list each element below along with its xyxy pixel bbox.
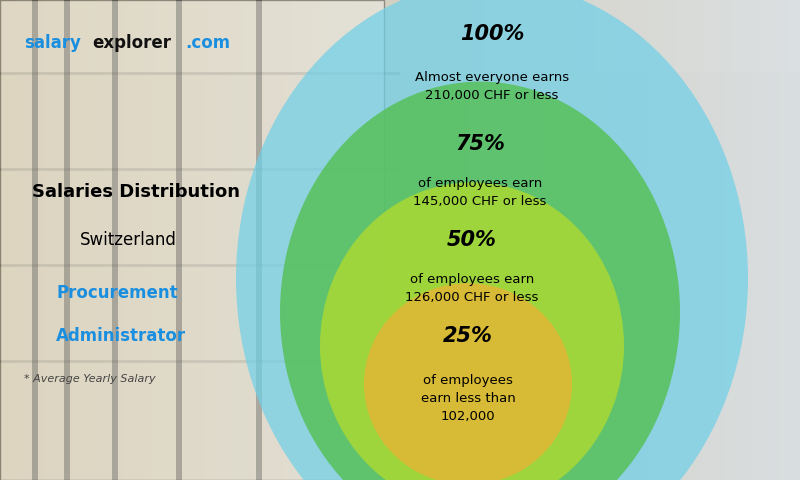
Text: 50%: 50% (447, 230, 497, 250)
Text: Almost everyone earns
210,000 CHF or less: Almost everyone earns 210,000 CHF or les… (415, 71, 569, 102)
Text: Salaries Distribution: Salaries Distribution (32, 183, 240, 201)
Text: explorer: explorer (92, 34, 171, 51)
Ellipse shape (320, 182, 624, 480)
Text: of employees earn
126,000 CHF or less: of employees earn 126,000 CHF or less (406, 273, 538, 303)
Text: salary: salary (24, 34, 81, 51)
Ellipse shape (364, 283, 572, 480)
Text: Administrator: Administrator (56, 327, 186, 345)
Ellipse shape (236, 0, 748, 480)
Text: Procurement: Procurement (56, 284, 178, 302)
Ellipse shape (280, 82, 680, 480)
Text: of employees earn
145,000 CHF or less: of employees earn 145,000 CHF or less (414, 177, 546, 207)
Text: * Average Yearly Salary: * Average Yearly Salary (24, 374, 156, 384)
Text: 25%: 25% (443, 326, 493, 346)
Text: 75%: 75% (455, 134, 505, 154)
Text: of employees
earn less than
102,000: of employees earn less than 102,000 (421, 374, 515, 423)
Text: 100%: 100% (460, 24, 524, 44)
FancyBboxPatch shape (0, 0, 384, 480)
Text: Switzerland: Switzerland (80, 231, 177, 249)
Text: .com: .com (186, 34, 230, 51)
